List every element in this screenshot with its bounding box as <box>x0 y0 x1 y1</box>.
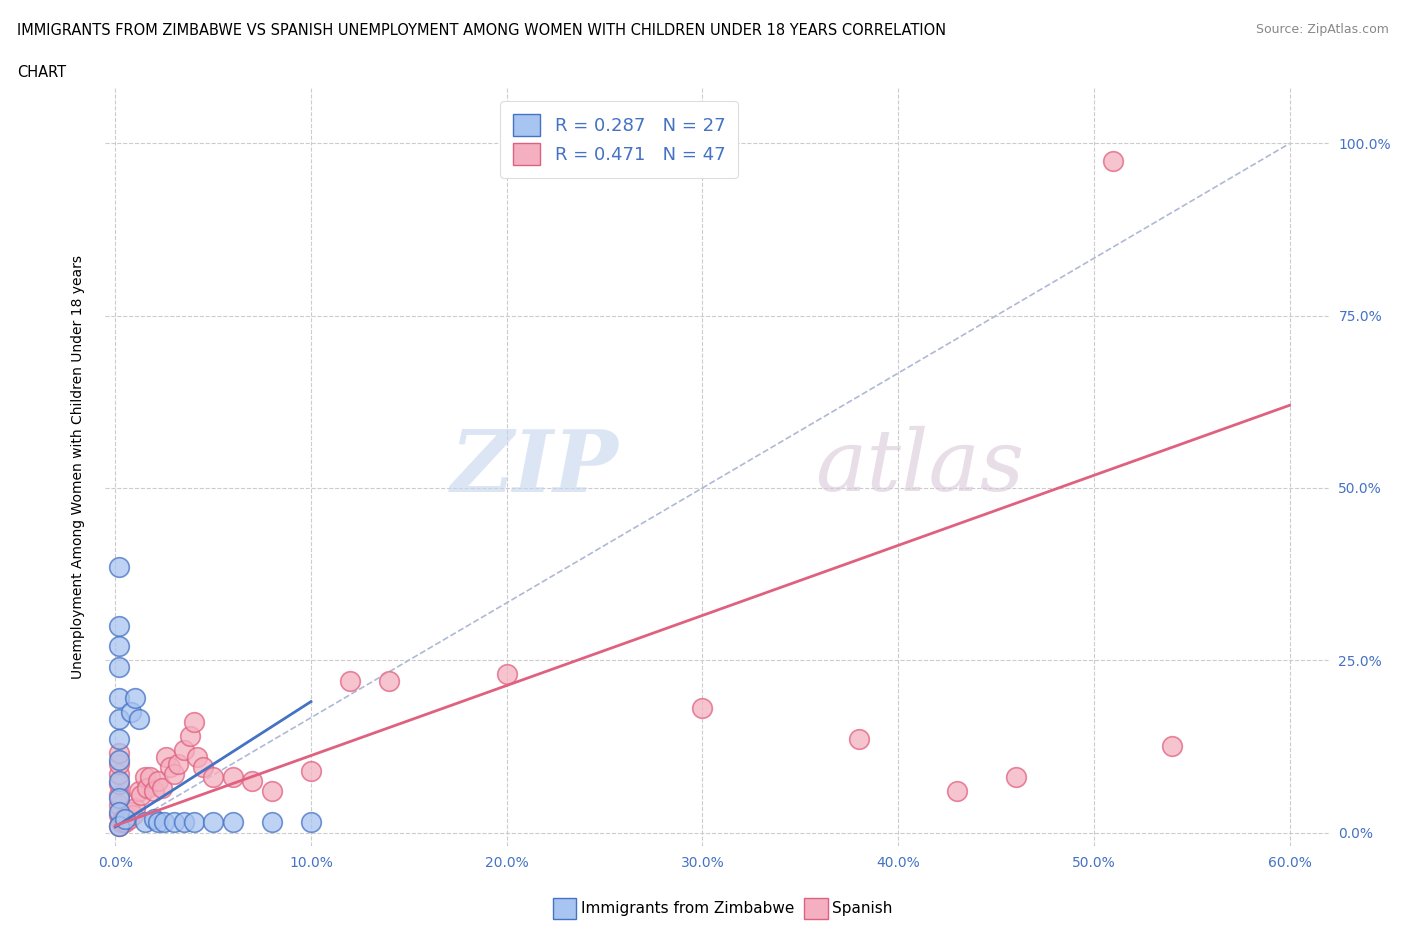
Point <box>240 774 263 789</box>
Point <box>155 750 177 764</box>
Point <box>167 756 190 771</box>
Text: CHART: CHART <box>17 65 66 80</box>
Point <box>134 815 156 830</box>
Point <box>202 815 225 830</box>
Point <box>260 784 283 799</box>
Point <box>378 673 401 688</box>
Point <box>124 801 146 816</box>
Point <box>121 808 143 823</box>
Point <box>120 705 142 720</box>
Point <box>108 746 131 761</box>
Point <box>692 701 714 716</box>
Text: atlas: atlas <box>815 426 1024 509</box>
Text: ZIP: ZIP <box>451 426 619 509</box>
Point <box>124 691 146 706</box>
Point <box>128 711 150 726</box>
Point <box>299 763 322 777</box>
Point <box>148 774 170 789</box>
Y-axis label: Unemployment Among Women with Children Under 18 years: Unemployment Among Women with Children U… <box>70 256 84 679</box>
Point <box>163 766 186 781</box>
Point <box>134 770 156 785</box>
Point <box>108 818 131 833</box>
Text: Spanish: Spanish <box>832 901 893 916</box>
Point <box>108 818 131 833</box>
Point <box>129 787 152 802</box>
Point <box>108 659 131 674</box>
Point <box>1161 739 1184 754</box>
Point <box>173 815 195 830</box>
Point <box>186 750 208 764</box>
Point <box>108 804 131 819</box>
Point <box>118 811 141 826</box>
Point <box>108 798 131 813</box>
Point <box>1004 770 1026 785</box>
Point <box>179 728 201 743</box>
Point <box>148 815 170 830</box>
Point <box>143 784 166 799</box>
Point <box>260 815 283 830</box>
Point <box>221 815 243 830</box>
Point <box>108 639 131 654</box>
Point <box>108 618 131 633</box>
Point <box>108 790 131 805</box>
Point <box>193 760 215 775</box>
Point <box>108 752 131 767</box>
Point <box>114 811 136 826</box>
Point <box>202 770 225 785</box>
Point <box>299 815 322 830</box>
Point <box>173 742 195 757</box>
Point <box>150 780 173 795</box>
Point <box>120 804 142 819</box>
Text: Source: ZipAtlas.com: Source: ZipAtlas.com <box>1256 23 1389 36</box>
Point <box>159 760 181 775</box>
Point <box>114 815 136 830</box>
Point <box>112 811 135 826</box>
Point <box>848 732 870 747</box>
Point <box>946 784 969 799</box>
Point <box>108 787 131 802</box>
Point <box>135 780 157 795</box>
Point <box>108 774 131 789</box>
Point <box>108 777 131 791</box>
Point <box>139 770 162 785</box>
Point <box>495 667 517 682</box>
Point <box>1102 153 1125 168</box>
Text: Immigrants from Zimbabwe: Immigrants from Zimbabwe <box>581 901 794 916</box>
Point <box>153 815 176 830</box>
Point <box>163 815 186 830</box>
Legend: R = 0.287   N = 27, R = 0.471   N = 47: R = 0.287 N = 27, R = 0.471 N = 47 <box>501 101 738 178</box>
Point <box>115 808 138 823</box>
Point <box>108 711 131 726</box>
Point <box>221 770 243 785</box>
Point <box>108 756 131 771</box>
Point <box>143 811 166 826</box>
Point <box>108 560 131 575</box>
Point <box>128 784 150 799</box>
Point <box>108 766 131 781</box>
Point <box>108 732 131 747</box>
Point <box>110 815 132 830</box>
Point <box>108 808 131 823</box>
Point <box>183 815 205 830</box>
Point <box>108 691 131 706</box>
Point <box>339 673 361 688</box>
Point <box>183 715 205 730</box>
Text: IMMIGRANTS FROM ZIMBABWE VS SPANISH UNEMPLOYMENT AMONG WOMEN WITH CHILDREN UNDER: IMMIGRANTS FROM ZIMBABWE VS SPANISH UNEM… <box>17 23 946 38</box>
